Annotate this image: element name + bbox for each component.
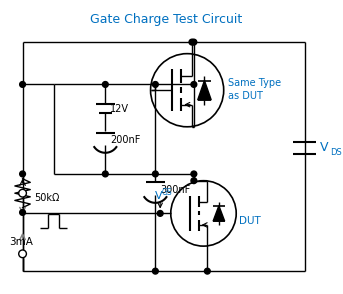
Text: DS: DS [331, 148, 342, 157]
Circle shape [153, 171, 158, 177]
Circle shape [191, 39, 197, 45]
Circle shape [20, 171, 25, 177]
Circle shape [153, 268, 158, 274]
Circle shape [20, 210, 25, 215]
Circle shape [103, 171, 108, 177]
Text: 300nF: 300nF [160, 185, 190, 195]
Text: 50kΩ: 50kΩ [34, 193, 59, 203]
Text: V: V [320, 141, 329, 154]
Circle shape [191, 178, 197, 183]
Text: Gate Charge Test Circuit: Gate Charge Test Circuit [90, 13, 242, 26]
Circle shape [19, 189, 26, 197]
Circle shape [204, 268, 210, 274]
Text: 12V: 12V [110, 103, 129, 113]
Text: Same Type: Same Type [227, 78, 281, 88]
Circle shape [157, 211, 163, 216]
Text: 200nF: 200nF [110, 135, 141, 145]
Text: 3mA: 3mA [9, 237, 33, 247]
Circle shape [153, 81, 158, 87]
Text: V: V [154, 191, 162, 201]
Circle shape [103, 81, 108, 87]
Circle shape [189, 39, 195, 45]
Circle shape [20, 81, 25, 87]
Circle shape [191, 81, 197, 87]
Polygon shape [213, 206, 225, 221]
Circle shape [191, 171, 197, 177]
Polygon shape [198, 81, 211, 100]
Text: DUT: DUT [239, 216, 261, 226]
Text: GS: GS [162, 188, 172, 197]
Circle shape [19, 250, 26, 258]
Text: as DUT: as DUT [227, 91, 262, 101]
